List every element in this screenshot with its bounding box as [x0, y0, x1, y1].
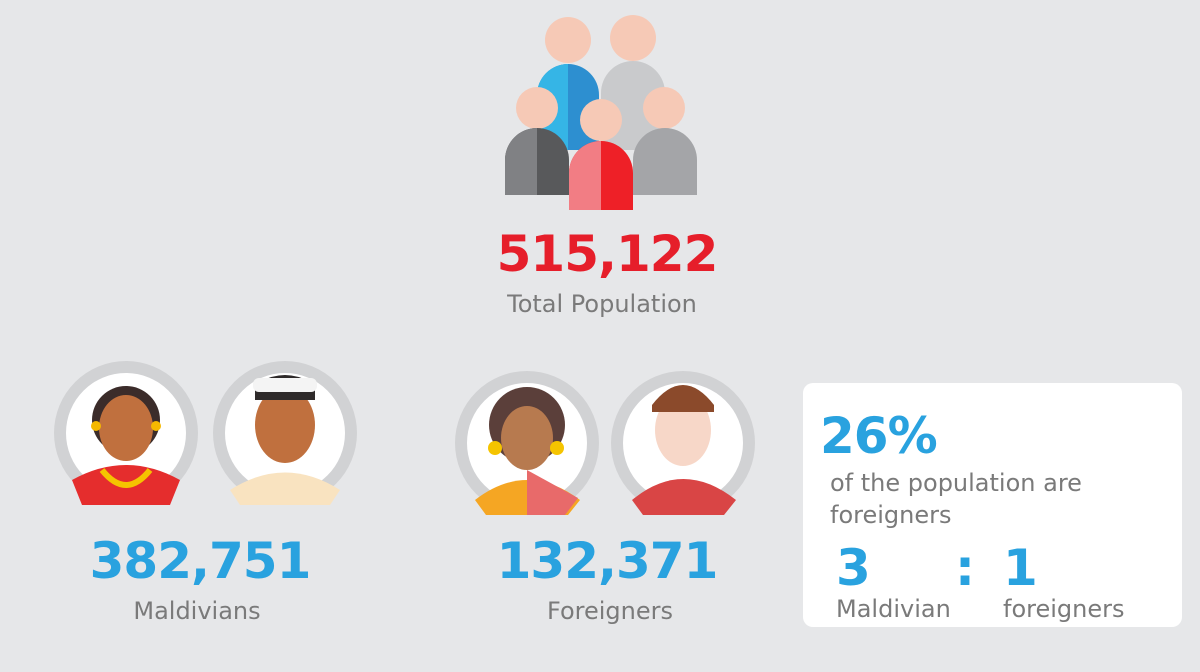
ratio-left-label: Maldivian: [836, 595, 951, 623]
head: [516, 87, 558, 129]
body: [633, 128, 697, 195]
ratio-right: 1: [1003, 539, 1038, 597]
percent-text: of the population are foreigners: [830, 469, 1082, 529]
face: [99, 395, 153, 461]
necklace: [99, 468, 153, 488]
jacket: [632, 479, 736, 515]
ratio-right-label: foreigners: [1003, 595, 1125, 623]
total-label: Total Population: [507, 290, 697, 318]
ratio-separator: :: [955, 539, 975, 597]
face: [255, 387, 315, 463]
avatar-maldivian-man: [213, 361, 357, 505]
avatar-foreign-woman: [455, 371, 599, 515]
shirt: [230, 472, 340, 505]
earring: [550, 441, 564, 455]
total-value: 515,122: [496, 225, 719, 283]
head: [580, 99, 622, 141]
stat-card: 26% of the population are foreigners 3 :…: [803, 383, 1182, 627]
face: [501, 406, 553, 470]
avatar-maldivian-woman: [54, 361, 198, 505]
hair: [652, 385, 714, 412]
avatar-foreign-man: [611, 371, 755, 515]
maldivians-label: Maldivians: [133, 597, 261, 625]
sari: [527, 470, 578, 515]
foreigners-label: Foreigners: [547, 597, 673, 625]
head: [545, 17, 591, 63]
percent: 26%: [820, 407, 938, 465]
ratio-left: 3: [836, 539, 871, 597]
head: [643, 87, 685, 129]
headband: [253, 378, 317, 392]
earring: [91, 421, 101, 431]
maldivians-value: 382,751: [89, 532, 312, 590]
earring: [151, 421, 161, 431]
foreigners-value: 132,371: [496, 532, 719, 590]
people-icon: [505, 15, 697, 210]
earring: [488, 441, 502, 455]
body: [505, 128, 537, 195]
head: [610, 15, 656, 61]
body: [569, 141, 601, 210]
